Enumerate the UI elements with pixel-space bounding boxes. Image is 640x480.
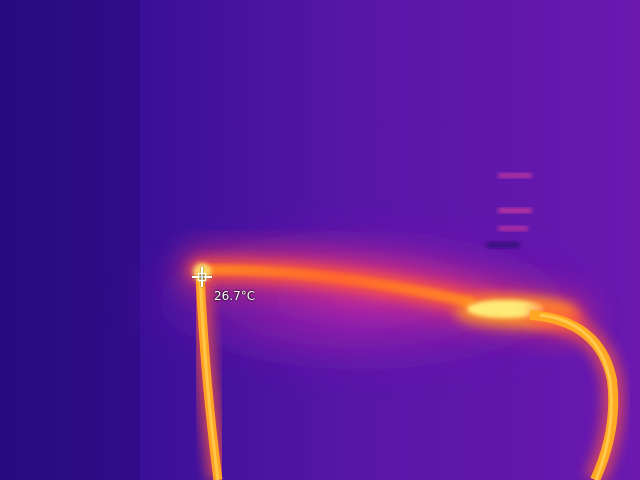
spot-temperature-readout: 26.7°C bbox=[214, 289, 256, 303]
wall-mark bbox=[498, 226, 528, 231]
wall-mark bbox=[486, 242, 520, 248]
background-vignette bbox=[0, 0, 140, 480]
plug-hotspot bbox=[467, 300, 543, 318]
crosshair-center bbox=[198, 273, 206, 281]
wall-mark bbox=[498, 173, 532, 178]
wall-mark bbox=[498, 208, 532, 213]
crosshair-vertical bbox=[201, 267, 203, 287]
crosshair-icon bbox=[192, 267, 212, 287]
horizontal-cord bbox=[200, 264, 475, 307]
right-cord-core bbox=[539, 313, 613, 480]
left-cord-core bbox=[198, 274, 220, 480]
